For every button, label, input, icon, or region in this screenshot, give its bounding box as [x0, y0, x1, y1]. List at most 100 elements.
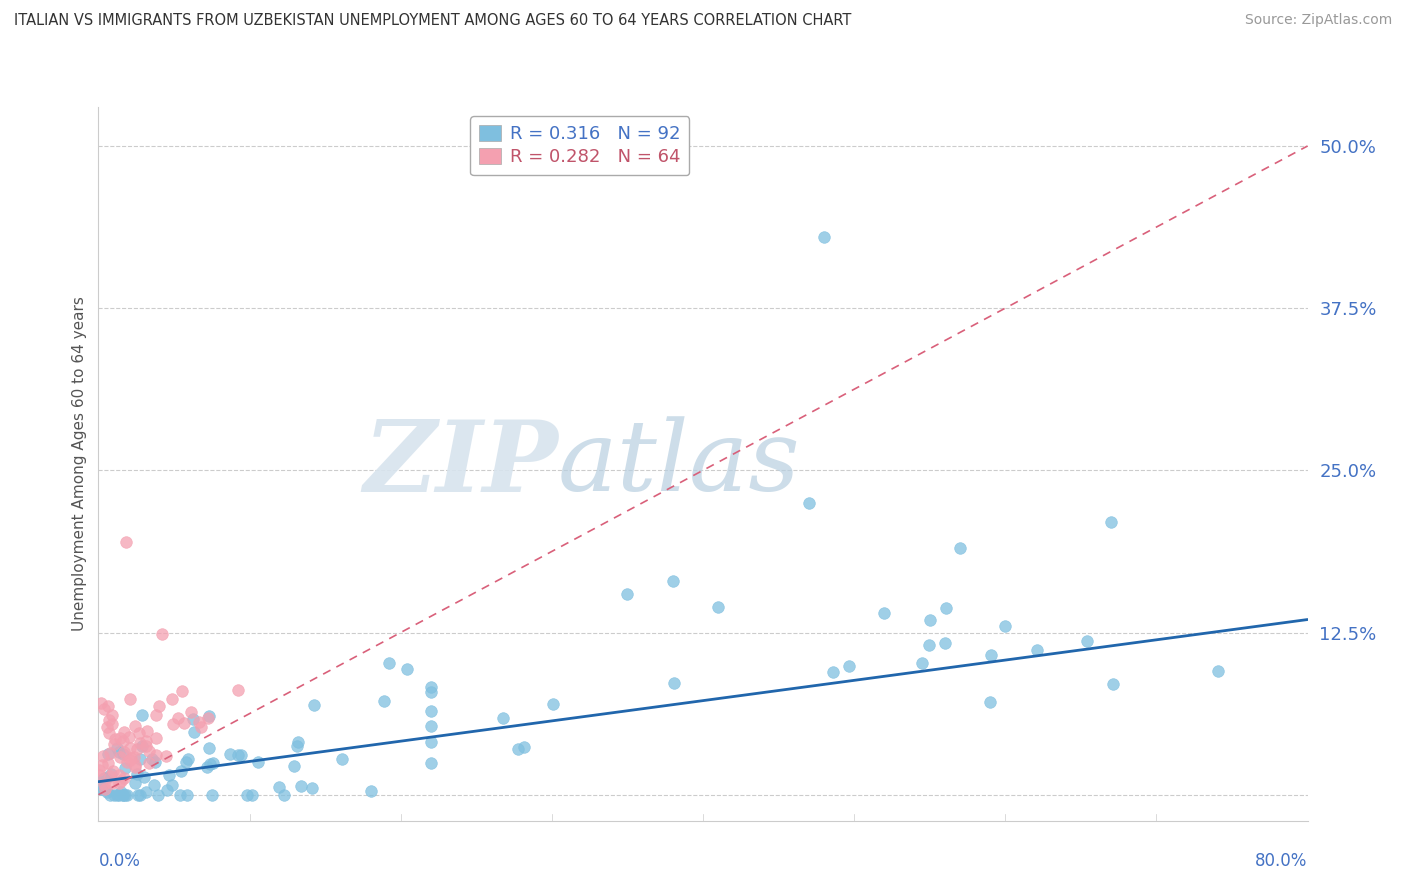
Point [108, 768, 131, 782]
Point [980, 648, 1002, 662]
Point [93, 702, 115, 716]
Point [132, 770, 155, 784]
Point [162, 692, 184, 706]
Point [195, 760, 218, 774]
Point [138, 744, 160, 758]
Point [135, 734, 157, 748]
Point [129, 752, 152, 766]
Point [145, 707, 167, 722]
Point [96, 720, 118, 734]
Point [97, 698, 120, 713]
Point [93, 777, 115, 791]
Text: Source: ZipAtlas.com: Source: ZipAtlas.com [1244, 13, 1392, 28]
Point [174, 755, 197, 769]
Point [506, 741, 529, 756]
Point [949, 541, 972, 556]
Point [797, 496, 820, 510]
Point [131, 739, 153, 753]
Point [994, 619, 1017, 633]
Point [103, 788, 125, 802]
Point [226, 682, 249, 697]
Text: ITALIAN VS IMMIGRANTS FROM UZBEKISTAN UNEMPLOYMENT AMONG AGES 60 TO 64 YEARS COR: ITALIAN VS IMMIGRANTS FROM UZBEKISTAN UN… [14, 13, 852, 29]
Point [128, 726, 150, 740]
Point [155, 749, 177, 764]
Point [290, 779, 312, 793]
Point [117, 730, 139, 744]
Point [127, 741, 149, 756]
Point [111, 734, 134, 748]
Point [707, 599, 730, 614]
Point [87, 768, 110, 782]
Text: 0.0%: 0.0% [98, 852, 141, 870]
Point [129, 788, 152, 802]
Point [105, 740, 128, 755]
Point [98, 788, 121, 802]
Point [917, 638, 939, 652]
Point [141, 752, 163, 766]
Point [273, 788, 295, 802]
Point [101, 707, 124, 722]
Point [198, 756, 221, 771]
Point [90, 758, 112, 772]
Point [125, 767, 148, 781]
Point [117, 755, 139, 769]
Point [127, 788, 149, 802]
Point [112, 724, 135, 739]
Point [1206, 665, 1229, 679]
Point [108, 745, 131, 759]
Point [94, 782, 117, 797]
Point [187, 715, 209, 730]
Point [304, 698, 326, 712]
Point [198, 709, 221, 723]
Point [108, 776, 131, 790]
Point [114, 788, 136, 802]
Point [662, 676, 685, 690]
Point [124, 749, 146, 764]
Point [89, 763, 111, 777]
Point [838, 658, 860, 673]
Point [111, 788, 134, 802]
Point [226, 747, 249, 762]
Point [108, 788, 131, 802]
Point [100, 767, 122, 781]
Point [160, 778, 183, 792]
Point [240, 788, 263, 802]
Point [120, 751, 142, 765]
Point [145, 747, 167, 762]
Point [112, 771, 135, 785]
Point [541, 697, 564, 711]
Point [101, 764, 124, 778]
Point [150, 627, 173, 641]
Point [156, 782, 179, 797]
Text: 80.0%: 80.0% [1256, 852, 1308, 870]
Point [170, 764, 193, 779]
Point [145, 731, 167, 746]
Point [112, 745, 135, 759]
Point [97, 726, 120, 740]
Point [90, 781, 112, 796]
Point [110, 773, 132, 788]
Point [420, 684, 443, 698]
Point [1101, 677, 1123, 691]
Point [180, 705, 202, 719]
Point [101, 717, 124, 731]
Point [112, 747, 135, 761]
Point [91, 772, 114, 787]
Point [114, 534, 136, 549]
Point [231, 747, 253, 762]
Point [813, 229, 835, 244]
Point [918, 613, 941, 627]
Point [236, 788, 259, 802]
Point [124, 760, 146, 774]
Point [103, 737, 125, 751]
Point [169, 788, 191, 802]
Point [935, 600, 957, 615]
Point [287, 735, 309, 749]
Point [93, 771, 115, 785]
Point [98, 746, 121, 760]
Point [138, 756, 160, 770]
Point [104, 731, 127, 746]
Point [97, 756, 120, 770]
Point [183, 724, 205, 739]
Point [177, 752, 200, 766]
